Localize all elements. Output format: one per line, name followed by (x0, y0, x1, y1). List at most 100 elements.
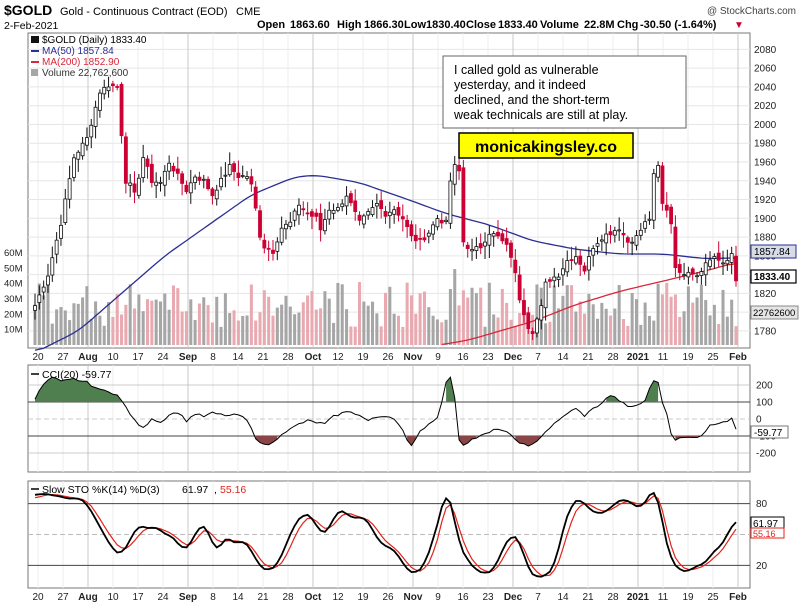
candle-body (167, 162, 172, 172)
volume-bar (717, 323, 721, 345)
candle-body (54, 239, 59, 255)
volume-bar (509, 319, 513, 345)
candle-body (348, 193, 353, 204)
volume-bar (570, 285, 574, 345)
low-value: 1830.40 (426, 19, 466, 31)
candle-body (379, 200, 384, 210)
price-tick-label: 1960 (754, 158, 777, 169)
x-tick-label: Aug (78, 352, 97, 363)
x-tick-label: 23 (482, 592, 494, 603)
candle-body (522, 300, 526, 316)
volume-bar (621, 319, 626, 345)
volume-bar (388, 286, 392, 345)
volume-bar (634, 299, 638, 345)
candle-body (258, 210, 262, 238)
volume-bar (215, 296, 219, 345)
volume-bar (518, 313, 522, 345)
volume-bar (505, 302, 509, 345)
candle-body (729, 253, 734, 263)
candle-body (509, 242, 513, 258)
volume-bar (682, 311, 686, 345)
price-legend-swatch (31, 36, 39, 43)
volume-bar (154, 299, 158, 345)
candle-body (46, 275, 50, 286)
volume-bar (137, 294, 141, 345)
x-tick-label: 21 (582, 592, 594, 603)
volume-bar (535, 284, 539, 345)
volume-bar (362, 301, 366, 345)
x-tick-label: 9 (435, 592, 441, 603)
x-tick-label: 20 (32, 592, 44, 603)
candle-body (612, 230, 617, 236)
volume-bar (725, 316, 729, 345)
volume-bar (431, 315, 435, 345)
volume-bar (544, 323, 548, 345)
candle-body (418, 238, 423, 240)
volume-bar (353, 326, 357, 345)
volume-bar (133, 308, 137, 345)
x-tick-label: 21 (257, 592, 269, 603)
volume-bar (548, 321, 552, 345)
candle-body (548, 279, 552, 282)
candle-body (374, 203, 379, 207)
volume-bar (358, 282, 362, 345)
candle-body (72, 157, 76, 178)
open-value: 1863.60 (290, 19, 330, 31)
volume-tick-label: 50M (4, 263, 23, 274)
volume-bar (734, 326, 738, 345)
candle-body (734, 255, 738, 282)
volume-flag: 22762600 (750, 305, 799, 320)
candle-body (500, 233, 505, 242)
volume-bar (158, 301, 163, 345)
volume-bar (392, 313, 396, 345)
volume-bar (163, 293, 167, 345)
candle-body (85, 137, 89, 146)
volume-bar (258, 312, 262, 345)
candle-body (223, 174, 228, 177)
volume-value: 22.8M (584, 19, 615, 31)
candle-body (496, 231, 500, 237)
candle-body (50, 257, 55, 276)
candle-body (452, 164, 457, 185)
volume-bar (656, 283, 660, 345)
x-tick-label: 11 (658, 352, 669, 363)
x-tick-label: 14 (232, 352, 244, 363)
volume-bar (583, 313, 587, 345)
candle-body (206, 178, 211, 190)
candle-body (245, 176, 249, 179)
high-label: High (337, 19, 362, 31)
candle-body (188, 182, 193, 194)
candle-body (128, 182, 133, 186)
volume-bar (414, 313, 418, 345)
volume-bar (401, 326, 405, 345)
price-tick-label: 1900 (754, 214, 777, 225)
candle-body (431, 224, 436, 235)
volume-bar (297, 312, 301, 345)
candle-body (232, 163, 236, 172)
candle-body (275, 241, 280, 252)
ohlc-summary: Open 1863.60 High 1866.30 Low 1830.40 Cl… (257, 19, 744, 31)
candle-body (297, 204, 301, 216)
candle-body (439, 219, 444, 224)
x-tick-label: 8 (210, 592, 216, 603)
volume-bar (46, 282, 50, 345)
svg-text:,: , (214, 484, 217, 496)
candle-body (279, 227, 284, 243)
candle-body (344, 195, 349, 207)
candle-body (695, 275, 699, 278)
volume-bar (665, 282, 669, 345)
x-tick-label: 10 (107, 352, 119, 363)
candle-body (457, 164, 461, 172)
candle-body (686, 271, 691, 278)
cci-tick-label: 0 (756, 415, 762, 426)
candle-body (643, 221, 648, 229)
candle-body (461, 167, 466, 243)
price-tick-label: 1820 (754, 289, 777, 300)
brand-text: monicakingsley.co (475, 139, 617, 156)
candle-body (634, 235, 639, 246)
cci-flag: -59.77 (750, 425, 789, 439)
x-tick-label: Dec (504, 592, 523, 603)
volume-bar (288, 306, 292, 345)
volume-bar (630, 292, 634, 345)
